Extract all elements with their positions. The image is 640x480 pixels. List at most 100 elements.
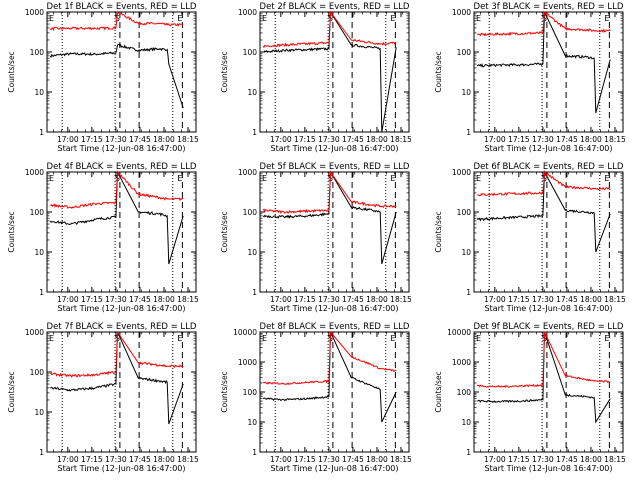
- x-tick-label: 17:15: [508, 295, 530, 304]
- x-axis-label: Start Time (12-Jun-08 16:47:00): [485, 464, 613, 473]
- y-tick-label: 100: [243, 388, 258, 397]
- panel-title: Det 1f BLACK = Events, RED = LLD: [47, 2, 197, 12]
- x-tick-label: 17:45: [556, 135, 578, 144]
- x-tick-label: 17:15: [294, 295, 316, 304]
- marker-e-left: E: [262, 334, 267, 343]
- events-series-line: [476, 170, 611, 253]
- y-tick-label: 10: [247, 418, 257, 427]
- panel-title: Det 4f BLACK = Events, RED = LLD: [47, 162, 197, 172]
- lld-series-line: [49, 330, 184, 379]
- events-series-line: [477, 331, 611, 424]
- x-axis-label: Start Time (12-Jun-08 16:47:00): [58, 304, 186, 313]
- y-tick-label: 10: [34, 248, 44, 257]
- x-tick-label: 18:00: [153, 295, 175, 304]
- panel-det-5: Det 5f BLACK = Events, RED = LLD 1 10 100 10…: [220, 162, 412, 313]
- y-tick-label: 1: [466, 288, 471, 297]
- y-tick-label: 100: [243, 208, 258, 217]
- y-tick-label: 100: [30, 208, 45, 217]
- x-tick-label: 17:30: [318, 135, 340, 144]
- y-tick-label: 1: [39, 288, 44, 297]
- y-tick-label: 1000: [25, 168, 44, 177]
- marker-e-right: E: [390, 174, 395, 183]
- x-axis-label: Start Time (12-Jun-08 16:47:00): [485, 144, 613, 153]
- x-tick-label: 18:15: [177, 455, 199, 464]
- x-tick-label: 18:15: [177, 295, 199, 304]
- y-tick-label: 10: [247, 248, 257, 257]
- marker-e-left: E: [49, 174, 54, 183]
- y-tick-label: 1000: [452, 8, 471, 17]
- marker-e-left: E: [476, 174, 481, 183]
- y-tick-label: 100: [457, 388, 472, 397]
- panel-title: Det 7f BLACK = Events, RED = LLD: [47, 322, 197, 332]
- x-axis-label: Start Time (12-Jun-08 16:47:00): [271, 144, 399, 153]
- x-tick-label: 17:45: [342, 135, 364, 144]
- y-axis-label: Counts/sec: [434, 371, 443, 412]
- x-tick-label: 17:00: [484, 455, 506, 464]
- y-axis-label: Counts/sec: [7, 51, 16, 92]
- y-tick-label: 1000: [452, 168, 471, 177]
- y-tick-label: 100: [30, 48, 45, 57]
- x-tick-label: 17:15: [294, 455, 316, 464]
- x-tick-label: 17:15: [508, 455, 530, 464]
- y-tick-label: 10: [247, 88, 257, 97]
- lld-series-line: [262, 170, 397, 214]
- marker-e-right: E: [177, 14, 182, 23]
- marker-e-left: E: [476, 334, 481, 343]
- events-series-line: [262, 170, 397, 265]
- x-tick-label: 17:30: [532, 455, 554, 464]
- x-axis-label: Start Time (12-Jun-08 16:47:00): [58, 144, 186, 153]
- y-tick-label: 1000: [238, 8, 257, 17]
- y-tick-label: 1: [39, 448, 44, 457]
- x-tick-label: 18:00: [366, 295, 388, 304]
- y-tick-label: 1: [252, 448, 257, 457]
- y-tick-label: 10: [34, 408, 44, 417]
- x-tick-label: 18:15: [604, 295, 626, 304]
- x-tick-label: 18:15: [390, 295, 412, 304]
- y-tick-label: 10: [461, 418, 471, 427]
- y-axis-label: Counts/sec: [7, 211, 16, 252]
- x-axis-label: Start Time (12-Jun-08 16:47:00): [485, 304, 613, 313]
- x-tick-label: 17:00: [484, 135, 506, 144]
- panel-title: Det 6f BLACK = Events, RED = LLD: [474, 162, 624, 172]
- x-tick-label: 17:30: [318, 295, 340, 304]
- x-tick-label: 17:45: [342, 295, 364, 304]
- y-axis-label: Counts/sec: [434, 51, 443, 92]
- x-tick-label: 17:30: [105, 135, 127, 144]
- y-axis-label: Counts/sec: [434, 211, 443, 252]
- events-series-line: [262, 331, 397, 423]
- x-tick-label: 18:00: [580, 295, 602, 304]
- marker-e-right: E: [177, 334, 182, 343]
- y-tick-label: 1000: [238, 168, 257, 177]
- marker-e-left: E: [49, 334, 54, 343]
- lld-series-line: [476, 10, 611, 37]
- plot-frame: [259, 331, 410, 453]
- panel-det-9: Det 9f BLACK = Events, RED = LLD 1 10 100 10…: [434, 322, 626, 473]
- marker-e-left: E: [49, 14, 54, 23]
- y-tick-label: 1000: [25, 8, 44, 17]
- panel-det-8: Det 8f BLACK = Events, RED = LLD 1 10 100 10…: [220, 322, 412, 473]
- x-tick-label: 17:45: [129, 295, 151, 304]
- x-axis-label: Start Time (12-Jun-08 16:47:00): [271, 464, 399, 473]
- plot-frame: [473, 331, 624, 453]
- lld-series-line: [262, 330, 397, 385]
- x-tick-label: 17:00: [57, 295, 79, 304]
- y-tick-label: 10: [34, 88, 44, 97]
- y-axis-label: Counts/sec: [220, 371, 229, 412]
- x-tick-label: 18:15: [177, 135, 199, 144]
- y-tick-label: 10: [461, 248, 471, 257]
- marker-e-right: E: [177, 174, 182, 183]
- y-tick-label: 100: [243, 48, 258, 57]
- y-axis-label: Counts/sec: [7, 371, 16, 412]
- marker-e-left: E: [262, 14, 267, 23]
- x-tick-label: 17:00: [484, 295, 506, 304]
- panel-det-6: Det 6f BLACK = Events, RED = LLD 1 10 100 10…: [434, 162, 626, 313]
- y-tick-label: 1000: [452, 358, 471, 367]
- events-series-line: [476, 11, 611, 114]
- y-tick-label: 1000: [25, 328, 44, 337]
- x-tick-label: 18:15: [390, 135, 412, 144]
- events-series-line: [263, 10, 397, 133]
- x-tick-label: 18:00: [153, 135, 175, 144]
- x-tick-label: 17:30: [532, 295, 554, 304]
- x-tick-label: 18:00: [366, 135, 388, 144]
- x-tick-label: 17:45: [342, 455, 364, 464]
